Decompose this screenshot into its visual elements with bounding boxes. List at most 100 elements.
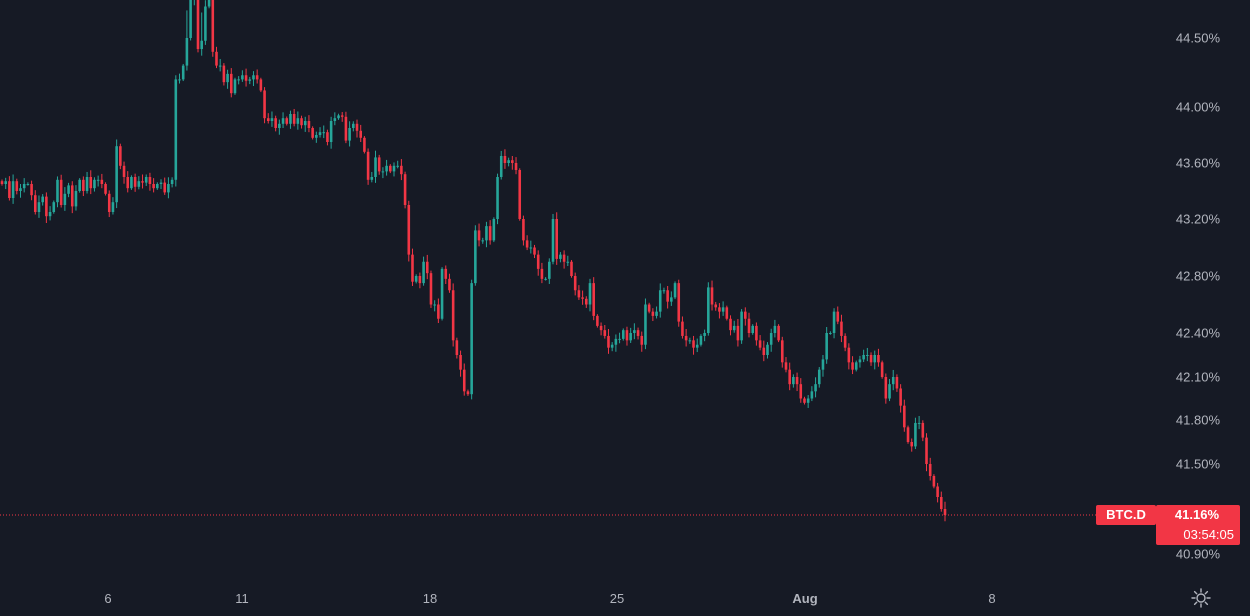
candle-body bbox=[662, 290, 666, 292]
candle-body bbox=[755, 325, 758, 341]
candle-body bbox=[59, 179, 63, 205]
candle-body bbox=[618, 338, 621, 340]
candle-body bbox=[52, 202, 56, 212]
candle-body bbox=[751, 325, 754, 333]
candle-body bbox=[0, 181, 4, 184]
candle-body bbox=[829, 333, 832, 334]
candle-body bbox=[780, 340, 784, 363]
candle-body bbox=[540, 268, 544, 279]
candle-body bbox=[388, 165, 392, 172]
candle-body bbox=[799, 384, 803, 399]
candle-body bbox=[695, 344, 699, 348]
candle-body bbox=[85, 177, 89, 191]
y-tick-label: 43.20% bbox=[1175, 211, 1220, 227]
candle-body bbox=[233, 79, 237, 94]
candle-body bbox=[895, 377, 899, 389]
candle-body bbox=[725, 307, 729, 319]
candle-body bbox=[170, 179, 174, 184]
candle-body bbox=[485, 226, 488, 241]
candle-body bbox=[492, 219, 496, 241]
candle-body bbox=[67, 185, 70, 194]
candle-body bbox=[215, 51, 218, 66]
candle-body bbox=[374, 157, 377, 177]
candle-body bbox=[707, 287, 710, 333]
candle-body bbox=[921, 422, 925, 438]
candle-body bbox=[348, 128, 351, 141]
candle-body bbox=[122, 165, 126, 177]
candle-body bbox=[559, 254, 562, 259]
candle-body bbox=[744, 311, 747, 319]
candle-body bbox=[614, 338, 618, 345]
candle-body bbox=[596, 315, 599, 326]
candle-body bbox=[821, 359, 825, 370]
candle-body bbox=[281, 118, 285, 124]
candle-body bbox=[599, 325, 603, 331]
candle-body bbox=[621, 330, 625, 339]
candle-body bbox=[817, 369, 821, 385]
candle-body bbox=[792, 377, 795, 385]
candle-body bbox=[189, 0, 192, 39]
candle-body bbox=[385, 165, 388, 172]
candle-body bbox=[274, 118, 277, 128]
candle-body bbox=[810, 391, 814, 399]
candle-body bbox=[840, 321, 843, 336]
candle-body bbox=[607, 335, 610, 348]
candle-body bbox=[836, 311, 840, 322]
candle-body bbox=[333, 118, 337, 121]
candle-body bbox=[400, 165, 403, 175]
candle-body bbox=[496, 177, 499, 219]
candle-body bbox=[847, 347, 851, 363]
x-tick-label: Aug bbox=[792, 591, 818, 606]
candle-body bbox=[910, 442, 914, 447]
candle-body bbox=[141, 181, 144, 183]
settings-gear-icon[interactable] bbox=[1190, 587, 1212, 609]
candle-body bbox=[584, 298, 588, 305]
candle-body bbox=[307, 121, 311, 128]
candle-body bbox=[710, 287, 714, 305]
candle-body bbox=[655, 311, 658, 316]
symbol-label: BTC.D bbox=[1096, 505, 1156, 525]
candle-body bbox=[8, 181, 11, 198]
candle-body bbox=[459, 355, 462, 370]
candle-body bbox=[104, 184, 107, 194]
candle-body bbox=[344, 116, 348, 141]
candle-body bbox=[573, 276, 577, 291]
candle-body bbox=[477, 230, 481, 241]
candle-body bbox=[529, 247, 533, 249]
candle-body bbox=[437, 304, 440, 319]
candle-body bbox=[903, 405, 906, 428]
candle-body bbox=[758, 340, 762, 348]
candle-body bbox=[511, 160, 514, 163]
candle-body bbox=[777, 325, 780, 341]
x-tick-label: 18 bbox=[422, 591, 438, 606]
candle-body bbox=[11, 181, 15, 198]
candle-body bbox=[411, 254, 414, 282]
candle-body bbox=[15, 181, 19, 191]
candle-body bbox=[355, 123, 359, 131]
candle-body bbox=[866, 355, 869, 356]
candle-body bbox=[721, 307, 725, 312]
candle-body bbox=[925, 437, 928, 464]
candle-body bbox=[803, 398, 806, 403]
candle-body bbox=[533, 247, 536, 255]
candle-body bbox=[19, 188, 22, 191]
candle-body bbox=[762, 347, 766, 355]
candle-body bbox=[425, 261, 429, 274]
candle-body bbox=[403, 174, 407, 205]
candle-body bbox=[93, 179, 96, 189]
candle-body bbox=[699, 335, 703, 345]
candle-body bbox=[658, 290, 662, 312]
candle-body bbox=[932, 476, 936, 487]
candle-body bbox=[326, 132, 329, 142]
candle-body bbox=[788, 369, 791, 385]
candle-body bbox=[414, 276, 418, 282]
candle-body bbox=[78, 179, 81, 191]
candle-body bbox=[570, 261, 573, 276]
candle-body bbox=[448, 278, 451, 291]
candle-body bbox=[204, 6, 207, 41]
candle-body bbox=[673, 283, 677, 298]
candle-body bbox=[940, 497, 943, 509]
candle-body bbox=[300, 118, 303, 126]
